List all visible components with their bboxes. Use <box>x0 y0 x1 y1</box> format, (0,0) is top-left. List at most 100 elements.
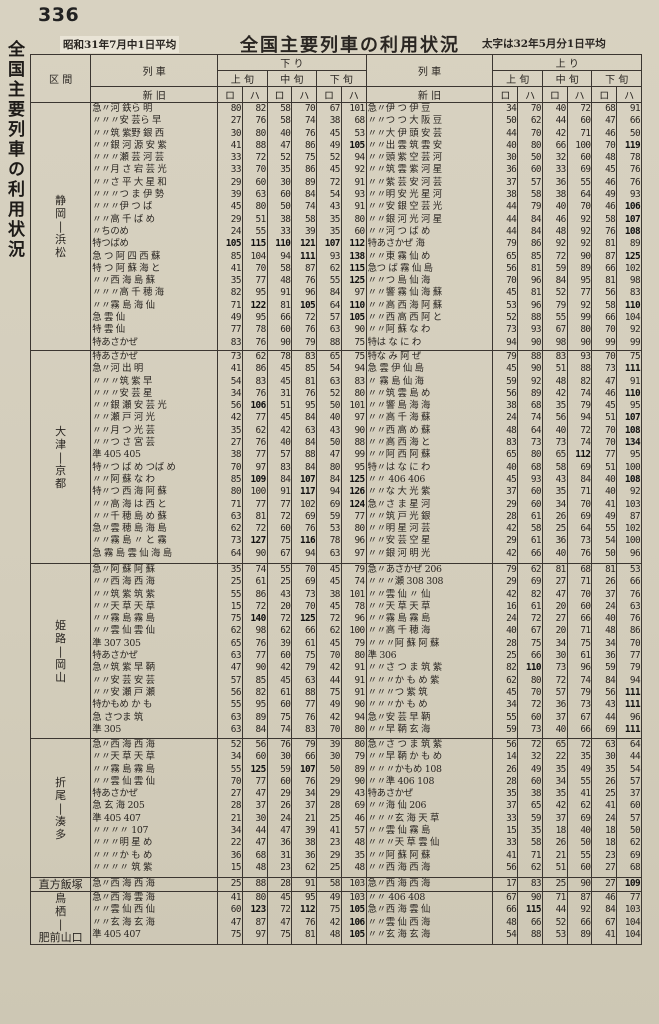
passenger-value: 111 <box>624 699 641 711</box>
passenger-value: 36 <box>555 176 567 188</box>
passenger-value: 63 <box>329 324 341 336</box>
passenger-value: 62 <box>280 625 291 637</box>
passenger-value: 38 <box>329 588 341 600</box>
passenger-value: 30 <box>605 751 616 763</box>
up-value-column: 64 44 54 57 37 60 57 50 62 69 68 <box>616 738 642 878</box>
passenger-value: 90 <box>530 363 542 375</box>
passenger-value: 78 <box>255 324 267 336</box>
header-note-right: 太字は32年5月分1日平均 <box>482 38 606 50</box>
passenger-value: 102 <box>299 498 316 510</box>
passenger-value: 125 <box>349 275 365 287</box>
passenger-value: 81 <box>305 928 316 940</box>
passenger-value: 77 <box>255 275 267 287</box>
passenger-value: 67 <box>580 711 591 723</box>
section-name-part: 折 <box>55 775 67 789</box>
passenger-value: 125 <box>299 613 316 625</box>
passenger-value: 86 <box>530 238 542 250</box>
passenger-value: 84 <box>530 225 542 237</box>
passenger-value: 77 <box>230 324 242 336</box>
passenger-value: 75 <box>354 336 365 348</box>
passenger-value: 42 <box>506 523 517 535</box>
passenger-value: 48 <box>506 424 517 436</box>
passenger-value: 35 <box>506 788 517 800</box>
up-value-column: 40 44 42 66 32 33 36 38 40 46 48 92 72 59 84 52 79 55 67 98 <box>541 102 568 351</box>
passenger-value: 112 <box>575 449 591 461</box>
passenger-value: 80 <box>530 139 542 151</box>
passenger-value: 70 <box>580 201 591 213</box>
passenger-value: 75 <box>329 904 341 916</box>
passenger-value: 37 <box>255 800 267 812</box>
passenger-value: 41 <box>230 892 242 904</box>
passenger-value: 97 <box>255 928 267 940</box>
passenger-value: 33 <box>280 225 291 237</box>
passenger-value: 83 <box>255 375 267 387</box>
passenger-value: 35 <box>280 164 291 176</box>
down-value-column: 45 45 38 45 72 62 45 70 42 44 75 49 42 70 <box>316 563 342 739</box>
passenger-value: 70 <box>255 164 267 176</box>
passenger-value: 75 <box>280 535 291 547</box>
passenger-value: 47 <box>605 375 616 387</box>
passenger-value: 73 <box>530 437 542 449</box>
passenger-value: 87 <box>305 262 316 274</box>
passenger-value: 41 <box>230 262 242 274</box>
passenger-value: 98 <box>629 275 641 287</box>
class-header: ロ <box>217 86 243 103</box>
passenger-value: 49 <box>230 312 242 324</box>
period-header: 中 旬 <box>266 70 318 87</box>
up-value-column: 68 47 46 70 48 45 46 49 46 58 76 81 87 66 81 56 58 66 70 99 <box>591 102 618 351</box>
passenger-value: 29 <box>280 788 291 800</box>
passenger-value: 79 <box>506 564 517 576</box>
side-title: 全国主要列車の利用状況 <box>4 40 24 260</box>
passenger-value: 103 <box>624 498 641 510</box>
passenger-value: 50 <box>530 152 542 164</box>
passenger-value: 76 <box>255 387 267 399</box>
passenger-value: 60 <box>280 189 291 201</box>
passenger-value: 66 <box>605 312 616 324</box>
passenger-value: 107 <box>299 763 316 775</box>
passenger-value: 80 <box>354 213 365 225</box>
section-block: 静岡 | 浜松急〃河 鉄ら 明 〃〃〃安 芸ら 早 〃〃筑 紫野 銀 西 〃〃銀 河… <box>29 102 642 351</box>
passenger-value: 42 <box>506 588 517 600</box>
passenger-value: 45 <box>329 637 341 649</box>
passenger-value: 81 <box>605 275 616 287</box>
passenger-value: 140 <box>250 613 266 625</box>
down-value-column: 103 <box>340 877 367 892</box>
passenger-value: 107 <box>299 473 316 485</box>
up-value-column: 70 73 47 46 45 51 70 70 77 51 40 40 41 49 55 54 50 <box>591 350 618 564</box>
passenger-value: 35 <box>580 751 591 763</box>
passenger-value: 27 <box>230 437 242 449</box>
passenger-value: 34 <box>230 387 242 399</box>
passenger-value: 40 <box>555 723 567 735</box>
passenger-value: 27 <box>605 878 616 890</box>
down-train-list: 急〃河 鉄ら 明 〃〃〃安 芸ら 早 〃〃筑 紫野 銀 西 〃〃銀 河 源 安 … <box>90 102 219 351</box>
passenger-value: 41 <box>329 825 341 837</box>
passenger-value: 44 <box>555 115 567 127</box>
passenger-value: 91 <box>629 375 641 387</box>
passenger-value: 95 <box>629 400 641 412</box>
passenger-value: 67 <box>506 892 517 904</box>
passenger-value: 104 <box>624 916 641 928</box>
passenger-value: 123 <box>250 904 266 916</box>
passenger-value: 125 <box>349 473 365 485</box>
passenger-value: 60 <box>530 498 542 510</box>
passenger-value: 62 <box>255 351 267 363</box>
passenger-value: 39 <box>329 739 341 751</box>
passenger-value: 49 <box>530 763 542 775</box>
passenger-value: 34 <box>605 637 616 649</box>
passenger-value: 106 <box>250 400 266 412</box>
passenger-value: 26 <box>555 837 567 849</box>
section-name-part: 姫 <box>55 618 67 632</box>
passenger-value: 47 <box>255 837 267 849</box>
passenger-value: 84 <box>305 412 316 424</box>
passenger-value: 79 <box>305 662 316 674</box>
passenger-value: 36 <box>555 699 567 711</box>
passenger-value: 62 <box>329 262 341 274</box>
passenger-value: 44 <box>255 825 267 837</box>
passenger-value: 57 <box>230 674 242 686</box>
passenger-value: 97 <box>354 412 365 424</box>
passenger-value: 48 <box>354 837 365 849</box>
passenger-value: 110 <box>275 238 291 250</box>
up-value-column: 72 60 71 100 60 69 55 64 70 92 92 92 90 89 95 77 92 99 80 9… <box>566 102 593 351</box>
passenger-value: 105 <box>349 904 365 916</box>
passenger-value: 62 <box>530 861 542 873</box>
